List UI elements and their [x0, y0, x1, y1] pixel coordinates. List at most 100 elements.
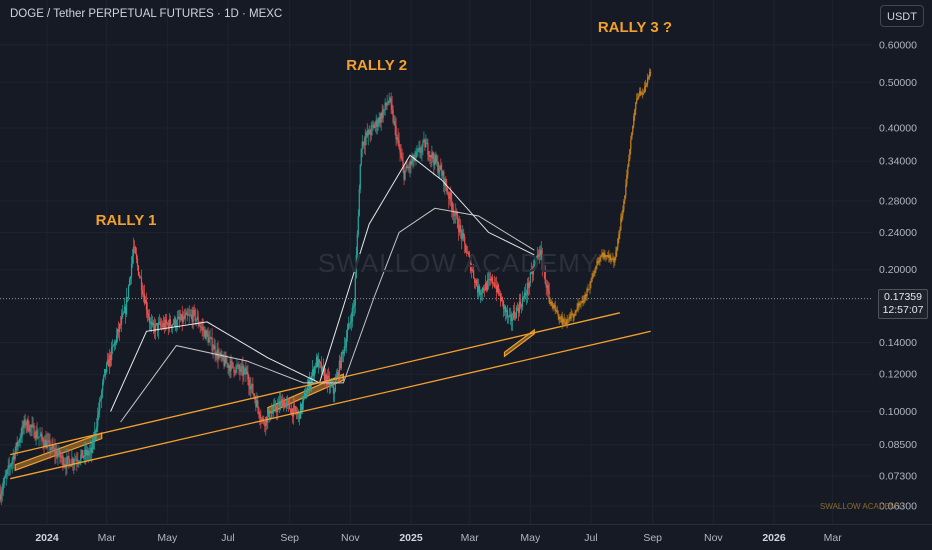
- candle: [536, 254, 538, 258]
- candle: [425, 143, 427, 148]
- candle: [362, 141, 364, 145]
- projection-candle: [645, 84, 647, 87]
- candle: [333, 391, 336, 394]
- candle: [468, 252, 470, 256]
- candle: [299, 412, 301, 419]
- candle: [54, 448, 56, 455]
- candle: [354, 277, 356, 306]
- candle: [396, 137, 398, 140]
- projection-candle: [649, 71, 651, 77]
- candle: [84, 449, 86, 457]
- candle: [169, 319, 171, 326]
- candle: [129, 276, 132, 279]
- candle: [61, 455, 63, 458]
- candle: [302, 396, 305, 402]
- candle: [440, 165, 442, 170]
- candle: [378, 117, 380, 124]
- projection-candle: [565, 322, 567, 327]
- projection-candle: [609, 255, 611, 260]
- candle: [124, 306, 127, 315]
- candle: [525, 294, 527, 296]
- candle: [121, 313, 124, 318]
- candle: [405, 166, 407, 172]
- candle: [345, 338, 347, 347]
- candle: [105, 369, 107, 373]
- candle: [288, 401, 290, 403]
- candle: [510, 314, 513, 321]
- candle: [272, 411, 274, 413]
- candle: [32, 424, 34, 426]
- projection-candle: [593, 273, 595, 275]
- candle: [139, 276, 142, 278]
- candle: [117, 328, 119, 336]
- projection-candle: [599, 257, 601, 261]
- candle: [426, 142, 428, 144]
- projection-candle: [605, 255, 607, 258]
- candle: [27, 419, 29, 431]
- candle: [233, 367, 235, 373]
- candle: [269, 410, 271, 419]
- candle: [89, 450, 91, 454]
- candle: [36, 430, 38, 438]
- candle: [21, 426, 23, 437]
- currency-button[interactable]: USDT: [880, 5, 924, 27]
- candle: [466, 252, 468, 254]
- candle: [273, 405, 275, 412]
- candle: [422, 141, 424, 147]
- projection-candle: [624, 195, 626, 201]
- candle: [17, 441, 19, 447]
- projection-candle: [579, 303, 581, 306]
- candle: [226, 363, 228, 364]
- candle: [125, 296, 128, 315]
- candle: [173, 318, 175, 324]
- candle: [158, 321, 160, 323]
- projection-candle: [626, 174, 628, 185]
- candle: [463, 233, 465, 237]
- candle: [375, 119, 377, 125]
- candle: [477, 285, 479, 293]
- candle: [392, 110, 394, 123]
- projection-candle: [573, 315, 575, 318]
- candle: [244, 368, 246, 371]
- candle: [531, 270, 533, 275]
- candle: [128, 278, 131, 286]
- candle: [481, 292, 483, 294]
- candle: [418, 148, 420, 150]
- candle: [538, 254, 540, 257]
- projection-candle: [613, 258, 615, 263]
- candle: [286, 401, 288, 404]
- candle: [264, 423, 266, 427]
- candle: [363, 144, 365, 146]
- chart-title: DOGE / Tether PERPETUAL FUTURES · 1D · M…: [10, 8, 283, 20]
- candle: [494, 285, 497, 287]
- trendlines: [10, 312, 651, 480]
- candle: [485, 282, 488, 291]
- candle: [57, 454, 59, 458]
- candle: [83, 456, 85, 458]
- candle: [6, 469, 8, 475]
- projection-candle: [602, 253, 604, 258]
- candle: [82, 450, 84, 458]
- candle: [114, 341, 116, 346]
- candle: [106, 363, 108, 373]
- candle: [20, 436, 22, 439]
- candle: [135, 253, 138, 259]
- candle: [393, 121, 395, 123]
- price-axis[interactable]: [872, 0, 932, 550]
- candle: [532, 267, 534, 275]
- candle: [465, 243, 467, 253]
- candle: [464, 236, 466, 244]
- candle: [167, 323, 169, 329]
- bar-countdown: 12:57:07: [882, 304, 924, 316]
- candle: [218, 354, 220, 359]
- candle: [10, 464, 12, 467]
- candle: [229, 365, 231, 372]
- candle: [482, 287, 484, 293]
- projection-candle: [632, 125, 634, 133]
- candle: [187, 315, 189, 316]
- time-axis[interactable]: [0, 524, 932, 550]
- candle: [394, 121, 396, 126]
- candle: [547, 285, 549, 292]
- candle: [315, 356, 318, 368]
